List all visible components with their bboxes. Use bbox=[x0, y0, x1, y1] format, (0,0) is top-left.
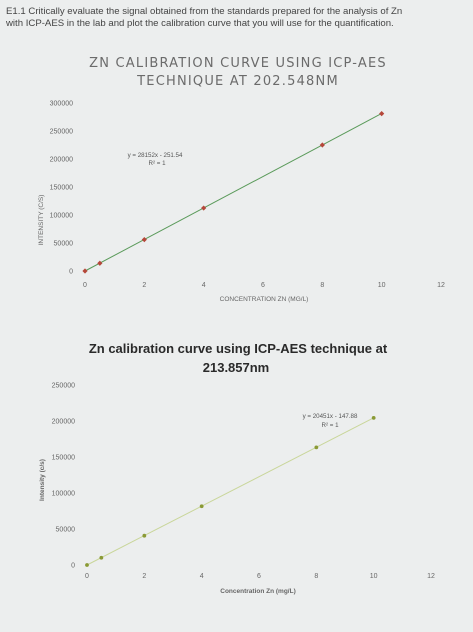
c2-xtick-label: 4 bbox=[200, 573, 204, 580]
chart1-xlabel: CONCENTRATION ZN (MG/L) bbox=[220, 296, 309, 303]
chart2-title-line1: Zn calibration curve using ICP-AES techn… bbox=[89, 341, 388, 356]
chart2-title-line2: 213.857nm bbox=[203, 360, 270, 375]
c1-data-point bbox=[201, 205, 207, 211]
chart-213nm: Zn calibration curve using ICP-AES techn… bbox=[39, 341, 435, 595]
chart1-equation: y = 28152x - 251.54 bbox=[128, 152, 183, 159]
c2-xtick-label: 12 bbox=[427, 573, 435, 580]
chart2-r2: R² = 1 bbox=[321, 422, 339, 429]
c2-data-point bbox=[314, 445, 319, 450]
c2-data-point bbox=[85, 563, 89, 567]
c1-xtick-label: 10 bbox=[378, 282, 386, 289]
chart2-xlabel: Concentration Zn (mg/L) bbox=[220, 588, 295, 595]
chart1-title-line1: ZN CALIBRATION CURVE USING ICP-AES bbox=[89, 56, 387, 71]
c2-ytick-label: 50000 bbox=[56, 527, 76, 534]
c2-ytick-label: 200000 bbox=[52, 419, 75, 426]
c1-xtick-label: 8 bbox=[320, 282, 324, 289]
c2-xtick-label: 8 bbox=[314, 573, 318, 580]
c2-data-point bbox=[142, 533, 147, 538]
chart1-r2: R² = 1 bbox=[148, 160, 166, 167]
c2-xtick-label: 2 bbox=[142, 573, 146, 580]
c2-xtick-label: 6 bbox=[257, 573, 261, 580]
c1-data-point bbox=[319, 142, 325, 148]
c1-data-point bbox=[379, 111, 385, 117]
c1-ytick-label: 150000 bbox=[50, 185, 73, 192]
c2-data-point bbox=[99, 555, 104, 560]
c1-ytick-label: 50000 bbox=[54, 241, 74, 248]
chart-202nm: ZN CALIBRATION CURVE USING ICP-AES TECHN… bbox=[38, 56, 445, 303]
question-line-1: E1.1 Critically evaluate the signal obta… bbox=[6, 6, 403, 17]
c1-data-point bbox=[82, 268, 88, 274]
c1-xtick-label: 12 bbox=[437, 282, 445, 289]
chart2-ylabel: Intensity (c/s) bbox=[39, 459, 46, 501]
c2-xtick-label: 0 bbox=[85, 573, 89, 580]
question-line-2: with ICP-AES in the lab and plot the cal… bbox=[6, 18, 394, 29]
c2-data-point bbox=[199, 504, 204, 509]
c2-ytick-label: 0 bbox=[71, 563, 75, 570]
c1-data-point bbox=[97, 260, 103, 266]
c1-xtick-label: 6 bbox=[261, 282, 265, 289]
c1-ytick-label: 250000 bbox=[50, 129, 73, 136]
c1-data-point bbox=[141, 237, 147, 243]
chart1-ylabel: INTENSITY (C/S) bbox=[38, 195, 45, 246]
c2-ytick-label: 250000 bbox=[52, 383, 75, 390]
c1-xtick-label: 2 bbox=[142, 282, 146, 289]
c1-xtick-label: 0 bbox=[83, 282, 87, 289]
c1-ytick-label: 300000 bbox=[50, 101, 73, 108]
c1-xtick-label: 4 bbox=[202, 282, 206, 289]
chart1-title-line2: TECHNIQUE AT 202.548NM bbox=[136, 74, 339, 89]
c2-data-point bbox=[371, 416, 376, 420]
c1-ytick-label: 100000 bbox=[50, 213, 73, 220]
question-text: E1.1 Critically evaluate the signal obta… bbox=[6, 6, 472, 30]
c1-ytick-label: 200000 bbox=[50, 157, 73, 164]
chart2-trendline bbox=[86, 417, 374, 566]
c1-ytick-label: 0 bbox=[69, 269, 73, 276]
c2-xtick-label: 10 bbox=[370, 573, 378, 580]
c2-ytick-label: 100000 bbox=[52, 491, 75, 498]
c2-ytick-label: 150000 bbox=[52, 455, 75, 462]
chart2-equation: y = 20451x - 147.88 bbox=[303, 413, 358, 420]
chart1-trendline bbox=[84, 113, 382, 272]
